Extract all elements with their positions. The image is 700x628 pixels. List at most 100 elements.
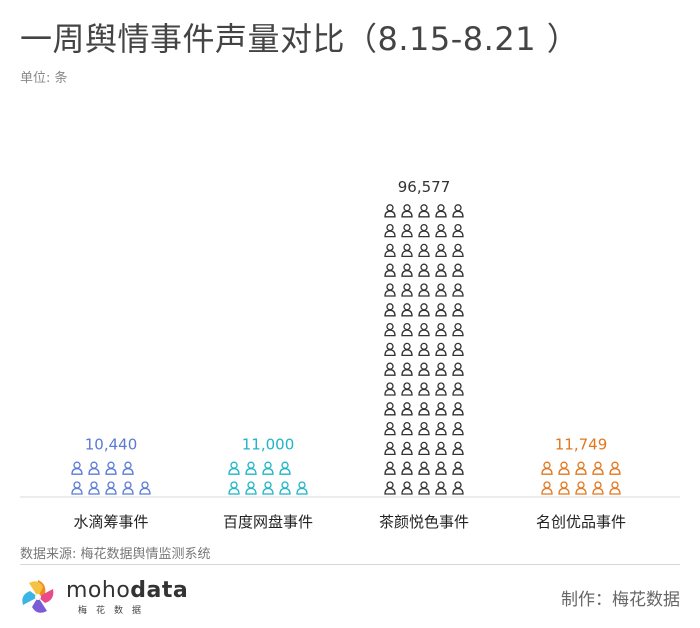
person-icon bbox=[401, 263, 413, 277]
person-icon bbox=[435, 204, 447, 218]
person-icon bbox=[609, 481, 621, 495]
person-icon bbox=[452, 481, 464, 495]
category-label: 茶颜悦色事件 bbox=[379, 513, 469, 531]
person-icon bbox=[401, 441, 413, 456]
person-icon bbox=[435, 362, 447, 376]
person-icon bbox=[279, 461, 291, 475]
person-icon bbox=[435, 243, 447, 258]
person-icon bbox=[452, 263, 464, 277]
person-icon bbox=[384, 303, 396, 317]
person-icon bbox=[435, 342, 447, 357]
person-icon bbox=[384, 421, 396, 436]
person-icon bbox=[122, 481, 134, 495]
person-icon bbox=[435, 263, 447, 277]
value-label: 96,577 bbox=[398, 178, 451, 196]
person-icon bbox=[296, 481, 308, 495]
person-icon bbox=[401, 322, 413, 337]
person-icon bbox=[418, 223, 430, 238]
person-icon bbox=[384, 362, 396, 376]
person-icon bbox=[245, 481, 257, 495]
person-icon bbox=[435, 441, 447, 456]
maker-credit: 制作：梅花数据 bbox=[561, 590, 680, 610]
person-icon bbox=[452, 204, 464, 218]
person-icon bbox=[418, 204, 430, 218]
person-icon bbox=[139, 481, 151, 495]
footer-divider bbox=[20, 564, 680, 565]
person-icon bbox=[401, 243, 413, 258]
person-icon bbox=[384, 204, 396, 218]
person-icon bbox=[71, 481, 83, 495]
person-icon bbox=[262, 461, 274, 475]
person-icon bbox=[71, 461, 83, 475]
value-label: 11,000 bbox=[242, 435, 295, 453]
person-icon bbox=[122, 461, 134, 475]
unit-label: 单位: 条 bbox=[20, 71, 68, 86]
person-icon bbox=[401, 303, 413, 317]
person-icon bbox=[452, 382, 464, 396]
person-icon bbox=[418, 283, 430, 297]
person-icon bbox=[262, 481, 274, 495]
pinwheel-logo-icon bbox=[22, 580, 54, 613]
person-icon bbox=[452, 223, 464, 238]
value-label: 11,749 bbox=[555, 435, 608, 453]
value-label: 10,440 bbox=[85, 435, 138, 453]
person-icon bbox=[401, 421, 413, 436]
person-icon bbox=[401, 362, 413, 376]
person-icon bbox=[452, 322, 464, 337]
person-icon bbox=[418, 481, 430, 495]
person-icon bbox=[435, 303, 447, 317]
person-icon bbox=[228, 481, 240, 495]
person-icon bbox=[418, 303, 430, 317]
person-icon bbox=[401, 402, 413, 416]
person-icon bbox=[418, 421, 430, 436]
person-icon bbox=[384, 342, 396, 357]
person-icon bbox=[435, 421, 447, 436]
person-icon bbox=[418, 243, 430, 258]
person-icon bbox=[88, 481, 100, 495]
pictogram-bar bbox=[228, 461, 308, 495]
person-icon bbox=[418, 362, 430, 376]
category-label: 百度网盘事件 bbox=[223, 513, 313, 531]
person-icon bbox=[418, 382, 430, 396]
person-icon bbox=[401, 342, 413, 357]
person-icon bbox=[384, 402, 396, 416]
pictogram-bar bbox=[71, 461, 151, 495]
person-icon bbox=[384, 283, 396, 297]
person-icon bbox=[245, 461, 257, 475]
person-icon bbox=[609, 461, 621, 475]
category-label: 水滴筹事件 bbox=[73, 513, 148, 531]
person-icon bbox=[418, 263, 430, 277]
brand-name: mohodata bbox=[66, 578, 189, 603]
person-icon bbox=[435, 461, 447, 475]
person-icon bbox=[105, 481, 117, 495]
person-icon bbox=[418, 322, 430, 337]
person-icon bbox=[452, 303, 464, 317]
person-icon bbox=[418, 461, 430, 475]
pictogram-bar bbox=[384, 204, 464, 495]
person-icon bbox=[541, 461, 553, 475]
person-icon bbox=[384, 322, 396, 337]
person-icon bbox=[401, 461, 413, 475]
chart-title: 一周舆情事件声量对比（8.15-8.21 ） bbox=[20, 20, 580, 58]
person-icon bbox=[384, 481, 396, 495]
person-icon bbox=[452, 243, 464, 258]
person-icon bbox=[384, 461, 396, 475]
person-icon bbox=[435, 223, 447, 238]
person-icon bbox=[452, 461, 464, 475]
data-source: 数据来源: 梅花数据舆情监测系统 bbox=[20, 547, 211, 562]
person-icon bbox=[558, 481, 570, 495]
person-icon bbox=[452, 421, 464, 436]
person-icon bbox=[401, 223, 413, 238]
person-icon bbox=[452, 283, 464, 297]
person-icon bbox=[401, 283, 413, 297]
person-icon bbox=[592, 461, 604, 475]
pictogram-chart: 10,440 水滴筹事件 11,000 百度网盘事件 96,577 茶颜悦色事件 11,74… bbox=[20, 178, 680, 531]
person-icon bbox=[228, 461, 240, 475]
person-icon bbox=[401, 382, 413, 396]
person-icon bbox=[435, 481, 447, 495]
person-icon bbox=[418, 402, 430, 416]
person-icon bbox=[279, 481, 291, 495]
person-icon bbox=[435, 402, 447, 416]
brand-subtitle: 梅花数据 bbox=[78, 606, 151, 616]
person-icon bbox=[575, 481, 587, 495]
